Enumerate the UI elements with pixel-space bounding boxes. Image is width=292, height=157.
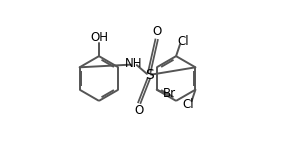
Text: Cl: Cl bbox=[178, 35, 189, 48]
Text: O: O bbox=[134, 104, 144, 117]
Text: Cl: Cl bbox=[182, 98, 194, 111]
Text: NH: NH bbox=[125, 57, 142, 70]
Text: Br: Br bbox=[163, 87, 176, 100]
Text: O: O bbox=[152, 25, 161, 38]
Text: S: S bbox=[145, 68, 154, 82]
Text: OH: OH bbox=[90, 31, 108, 44]
